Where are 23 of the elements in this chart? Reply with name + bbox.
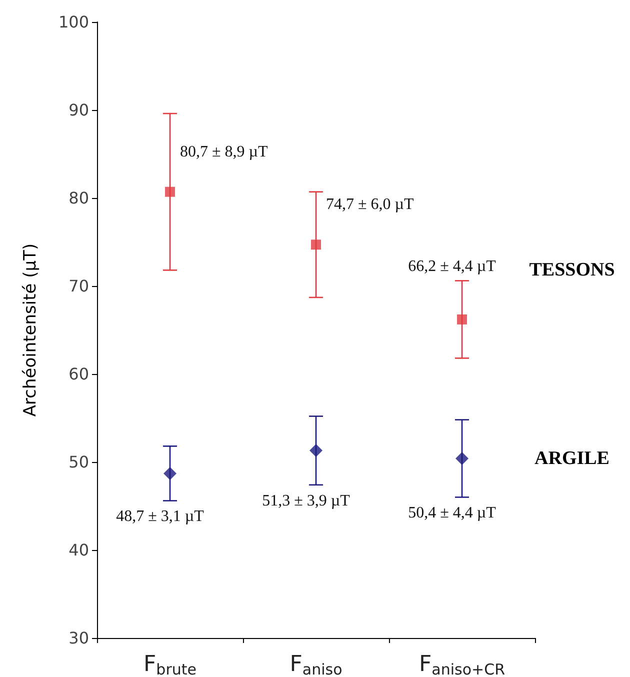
y-tick-label: 100 [58,12,89,32]
text: TESSONS [529,260,615,281]
point [164,466,176,480]
y-tick-label: 90 [68,100,89,120]
y-tick-label: 70 [68,276,89,296]
data-label: 50,4 ± 4,4 µT [408,504,496,522]
y-axis-title: Archéointensité (µT) [20,243,40,417]
point [165,186,175,197]
y-tick-label: 60 [68,364,89,384]
y-tick-label: 50 [68,452,89,472]
data-label: 66,2 ± 4,4 µT [408,258,496,276]
y-tick-label: 40 [68,540,89,560]
y-tick-label: 80 [68,188,89,208]
text: ARGILE [534,448,610,469]
y-tick-label: 30 [68,628,89,648]
data-label: 80,7 ± 8,9 µT [180,143,268,160]
point [457,314,467,324]
point [310,444,322,458]
point [456,452,468,465]
data-label: 74,7 ± 6,0 µT [326,196,414,214]
data-label: 51,3 ± 3,9 µT [262,492,350,510]
point [311,240,321,250]
data-label: 48,7 ± 3,1 µT [116,508,204,526]
